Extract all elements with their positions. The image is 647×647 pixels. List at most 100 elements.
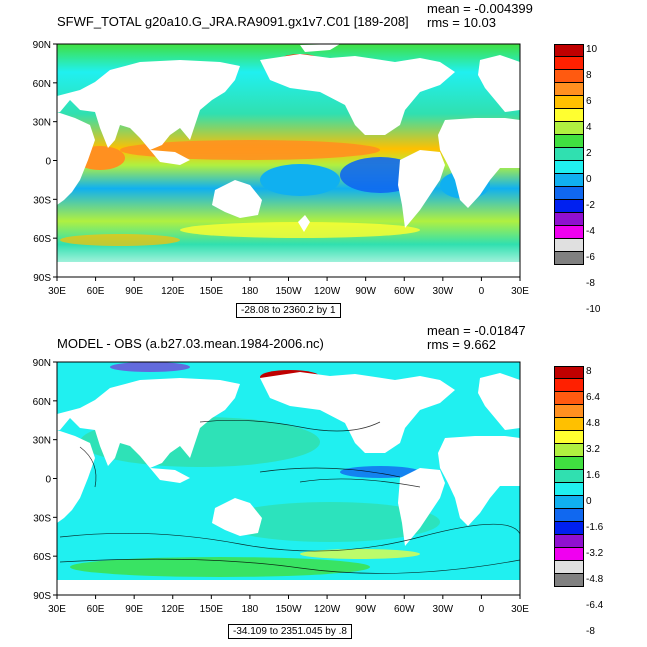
colorbar-label: 8 (586, 70, 592, 81)
lat-tick-label: 0 (45, 475, 51, 486)
colorbar-label: -4.8 (586, 574, 604, 585)
land-masses (57, 372, 520, 595)
mean-value: mean = -0.01847 (427, 323, 526, 338)
colorbar-swatch (554, 200, 584, 213)
colorbar-label: -6 (586, 252, 595, 263)
map-plot: 90N 60N 30N 0 30S 60S 90S 30E 60E 90E 120E 150E 180… (33, 358, 530, 615)
colorbar-swatch (554, 109, 584, 122)
colorbar-swatch (554, 444, 584, 457)
lat-tick-label: 60S (33, 234, 51, 245)
lon-tick-label: 150W (275, 286, 302, 297)
lat-tick-label: 90S (33, 591, 51, 602)
colorbar-label: 8 (586, 366, 592, 377)
lat-tick-label: 60S (33, 552, 51, 563)
lat-tick-label: 30N (33, 436, 51, 447)
colorbar: 10 8 6 4 2 0 -2 -4 -6 -8 -10 (554, 44, 600, 315)
lat-tick-label: 30S (33, 195, 51, 206)
panel-top: SFWF_TOTAL g20a10.G_JRA.RA9091.gx1v7.C01… (33, 1, 600, 318)
panel-title: MODEL - OBS (a.b27.03.mean.1984-2006.nc) (57, 336, 324, 351)
colorbar-swatch (554, 213, 584, 226)
colorbar-swatch (554, 366, 584, 379)
colorbar-label: 4.8 (586, 418, 600, 429)
colorbar-swatch (554, 431, 584, 444)
colorbar-label: -2 (586, 200, 595, 211)
colorbar-swatch (554, 135, 584, 148)
lon-axis: 30E 60E 90E 120E 150E 180 150W 120W 90W 60W 30W 0 30… (48, 277, 529, 297)
colorbar-swatch (554, 392, 584, 405)
lon-tick-label: 60E (87, 604, 105, 615)
colorbar-label: 10 (586, 44, 598, 55)
lon-tick-label: 30W (433, 604, 454, 615)
lon-tick-label: 90W (355, 604, 376, 615)
lat-tick-label: 30N (33, 118, 51, 129)
lon-tick-label: 120E (161, 286, 185, 297)
colorbar: 8 6.4 4.8 3.2 1.6 0 -1.6 -3.2 -4.8 -6.4 -8 (554, 366, 603, 637)
lon-tick-label: 150E (200, 286, 224, 297)
colorbar-label: 6.4 (586, 392, 600, 403)
lon-tick-label: 30E (48, 604, 66, 615)
mean-value: mean = -0.004399 (427, 1, 533, 16)
lon-tick-label: 120W (314, 286, 341, 297)
lon-tick-label: 120E (161, 604, 185, 615)
colorbar-swatch (554, 252, 584, 265)
lon-tick-label: 30E (511, 604, 529, 615)
lon-tick-label: 30E (48, 286, 66, 297)
colorbar-swatch (554, 226, 584, 239)
lon-tick-label: 0 (479, 604, 485, 615)
colorbar-swatch (554, 44, 584, 57)
colorbar-label: -4 (586, 226, 595, 237)
lon-tick-label: 30W (433, 286, 454, 297)
colorbar-swatch (554, 470, 584, 483)
colorbar-swatch (554, 548, 584, 561)
colorbar-swatch (554, 561, 584, 574)
colorbar-label: 0 (586, 174, 592, 185)
colorbar-swatch (554, 535, 584, 548)
map-field (57, 44, 520, 277)
colorbar-label: 3.2 (586, 444, 600, 455)
rms-value: rms = 9.662 (427, 337, 497, 352)
colorbar-label: 2 (586, 148, 592, 159)
colorbar-swatch (554, 239, 584, 252)
lat-axis: 90N 60N 30N 0 30S 60S 90S (33, 358, 57, 602)
lat-axis: 90N 60N 30N 0 30S 60S 90S (33, 40, 57, 284)
colorbar-swatch (554, 161, 584, 174)
contour-lines (59, 419, 520, 574)
lon-tick-label: 180 (242, 286, 259, 297)
colorbar-label: -6.4 (586, 600, 604, 611)
colorbar-label: 6 (586, 96, 592, 107)
colorbar-label: -8 (586, 278, 595, 289)
panel-bottom: MODEL - OBS (a.b27.03.mean.1984-2006.nc)… (0, 322, 647, 647)
colorbar-swatch (554, 83, 584, 96)
rms-value: rms = 10.03 (427, 15, 497, 30)
lon-tick-label: 60W (394, 604, 415, 615)
lon-tick-label: 150W (275, 604, 302, 615)
colorbar-swatch (554, 457, 584, 470)
lon-tick-label: 60W (394, 286, 415, 297)
colorbar-label: 4 (586, 122, 592, 133)
lat-tick-label: 90N (33, 40, 51, 51)
colorbar-swatch (554, 574, 584, 587)
colorbar-swatch (554, 148, 584, 161)
lat-tick-label: 60N (33, 397, 51, 408)
colorbar-swatch (554, 522, 584, 535)
lon-tick-label: 120W (314, 604, 341, 615)
panel-stats: mean = -0.01847 rms = 9.662 (427, 324, 526, 352)
lon-tick-label: 30E (511, 286, 529, 297)
land-masses (57, 44, 520, 277)
colorbar-swatch (554, 70, 584, 83)
lat-tick-label: 0 (45, 157, 51, 168)
colorbar-swatch (554, 57, 584, 70)
colorbar-swatch (554, 379, 584, 392)
lat-tick-label: 60N (33, 79, 51, 90)
lon-tick-label: 60E (87, 286, 105, 297)
colorbar-swatch (554, 483, 584, 496)
lat-tick-label: 30S (33, 513, 51, 524)
lat-tick-label: 90S (33, 273, 51, 284)
lon-tick-label: 90E (125, 286, 143, 297)
lon-tick-label: 0 (479, 286, 485, 297)
panel-title: SFWF_TOTAL g20a10.G_JRA.RA9091.gx1v7.C01… (57, 14, 409, 29)
colorbar-label: -3.2 (586, 548, 604, 559)
lat-tick-label: 90N (33, 358, 51, 369)
colorbar-swatch (554, 122, 584, 135)
colorbar-swatch (554, 509, 584, 522)
